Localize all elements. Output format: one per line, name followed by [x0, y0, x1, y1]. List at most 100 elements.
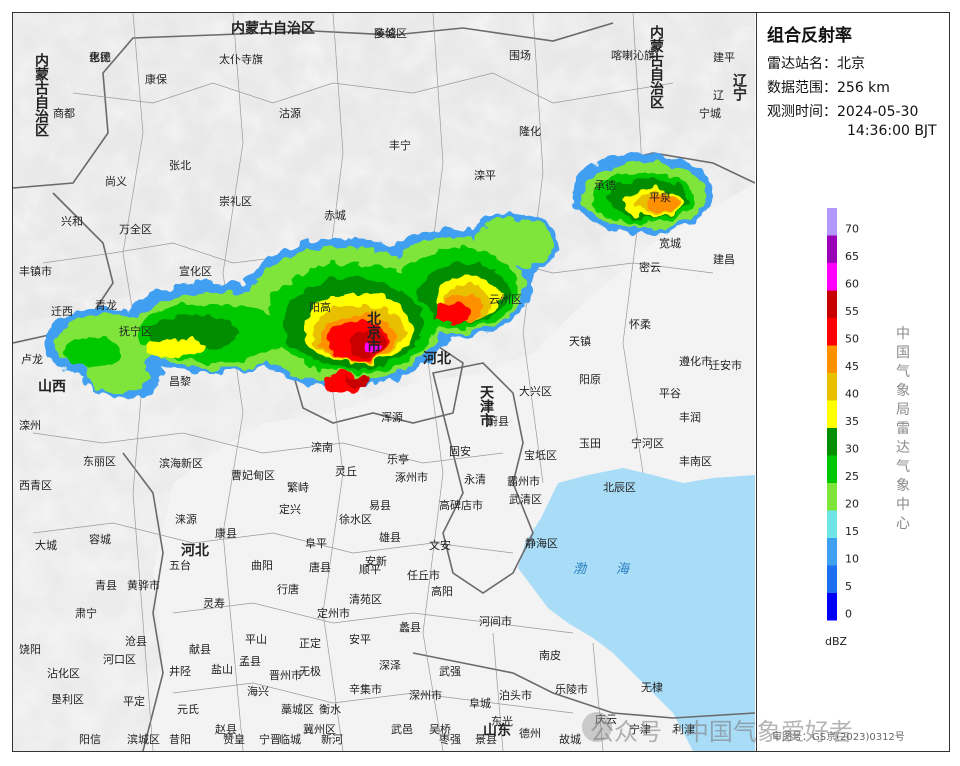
legend-swatch	[827, 373, 837, 401]
legend-tick-label: 10	[845, 553, 859, 566]
legend-swatch	[827, 208, 837, 236]
place-name: 丰宁	[389, 138, 411, 152]
province-label-vertical: 北京市	[365, 311, 381, 354]
place-name: 利津	[673, 723, 695, 736]
place-name: 滨城区	[127, 732, 160, 746]
place-name: 大兴区	[519, 384, 552, 398]
place-name: 浑源	[381, 410, 403, 424]
place-name: 兴和	[61, 215, 83, 228]
echo-cell	[346, 375, 370, 387]
place-name: 献县	[189, 642, 211, 656]
place-name: 丰镇市	[19, 264, 52, 278]
place-name: 宁津	[629, 722, 651, 736]
place-name: 深泽	[379, 659, 401, 672]
place-name: 西青区	[19, 479, 52, 492]
agency-label: 中国气象局雷达气象中心	[896, 326, 910, 532]
place-name: 抚宁区	[119, 324, 152, 338]
legend-tick-label: 50	[845, 333, 859, 346]
place-name: 平山	[245, 633, 267, 646]
legend-swatch	[827, 263, 837, 291]
place-name: 晋州市	[269, 668, 302, 682]
place-name: 沧县	[125, 634, 147, 648]
legend-swatch	[827, 345, 837, 373]
legend-tick-label: 20	[845, 498, 859, 511]
place-name: 喀喇沁旗	[611, 48, 655, 62]
place-name: 南皮	[539, 649, 561, 662]
place-name: 无棣	[641, 681, 663, 694]
place-name: 滦州	[19, 418, 41, 432]
sea-label: 渤海	[573, 562, 659, 577]
province-label-vertical: 内蒙古自治区	[33, 52, 49, 137]
place-name: 故城	[559, 732, 581, 746]
place-name: 安平	[349, 632, 371, 646]
place-name: 沾化区	[47, 666, 80, 680]
place-name: 宁晋	[259, 732, 281, 746]
place-name: 泊头市	[499, 688, 532, 702]
place-name: 灵寿	[203, 596, 225, 610]
place-name: 丰润	[679, 410, 701, 424]
place-name: 青龙	[95, 299, 117, 312]
place-name: 易县	[369, 499, 391, 512]
legend-swatch	[827, 593, 837, 621]
place-name: 乐亭	[387, 452, 409, 466]
legend-tick-label: 35	[845, 415, 859, 428]
place-name: 河口区	[103, 653, 136, 666]
place-name: 垦利区	[51, 693, 84, 706]
legend-swatch	[827, 455, 837, 483]
place-name: 黄骅市	[127, 578, 160, 592]
place-name: 景县	[475, 733, 497, 746]
place-name: 冀州区	[303, 722, 336, 736]
mountain-relief-upper	[13, 13, 755, 323]
place-name: 化德	[89, 50, 111, 64]
place-name: 临城	[279, 732, 301, 746]
map-approval-number: 审图号：GS京(2023)0312号	[772, 732, 905, 743]
legend-tick-label: 65	[845, 250, 859, 263]
place-name: 蠡县	[399, 620, 421, 634]
place-name: 高碑店市	[439, 498, 483, 512]
place-name: 围场	[509, 48, 531, 62]
legend-swatch	[827, 318, 837, 346]
place-name: 怀柔	[629, 318, 651, 331]
place-name: 建昌	[713, 252, 735, 266]
province-label-vertical: 天津市	[478, 385, 494, 428]
place-name: 阳原	[579, 373, 601, 386]
place-name: 万全区	[119, 222, 152, 236]
place-name: 康县	[215, 526, 237, 540]
legend-swatch	[827, 510, 837, 538]
place-name: 徐水区	[339, 512, 372, 526]
place-name: 昔阳	[169, 733, 191, 746]
time-value: 2024-05-30	[837, 104, 919, 120]
station-label: 雷达站名：	[767, 56, 837, 72]
place-name: 德州	[519, 726, 541, 740]
place-name: 赤城	[324, 209, 346, 222]
place-name: 多伦	[374, 26, 396, 40]
place-name: 繁峙	[287, 480, 309, 494]
place-name: 蔚县	[487, 415, 509, 428]
legend-swatch	[827, 290, 837, 318]
place-name: 建平	[713, 50, 735, 64]
place-name: 阜平	[305, 537, 327, 550]
place-name: 迁安市	[709, 358, 742, 372]
place-name: 深州市	[409, 688, 442, 702]
legend-tick-label: 30	[845, 443, 859, 456]
place-name: 安新	[365, 554, 387, 568]
place-name: 阳高	[309, 300, 331, 314]
place-name: 定州市	[317, 606, 350, 620]
legend-tick-label: 45	[845, 360, 859, 373]
place-name: 饶阳	[19, 643, 41, 656]
range-row: 数据范围：256 km	[767, 77, 890, 97]
legend-swatch	[827, 483, 837, 511]
province-label: 河北	[423, 350, 451, 367]
place-name: 商都	[53, 106, 75, 120]
place-name: 东丽区	[83, 455, 116, 468]
place-name: 吴桥	[429, 723, 451, 736]
echo-cell	[365, 343, 381, 353]
info-panel: 组合反射率 雷达站名：北京 数据范围：256 km 观测时间：2024-05-3…	[756, 13, 949, 751]
place-name: 雄县	[379, 530, 401, 544]
place-name: 衡水	[319, 703, 341, 716]
place-name: 惠民	[89, 50, 111, 64]
place-name: 枣强	[439, 733, 461, 746]
legend-unit: dBZ	[825, 635, 848, 648]
place-name: 武邑	[391, 723, 413, 736]
